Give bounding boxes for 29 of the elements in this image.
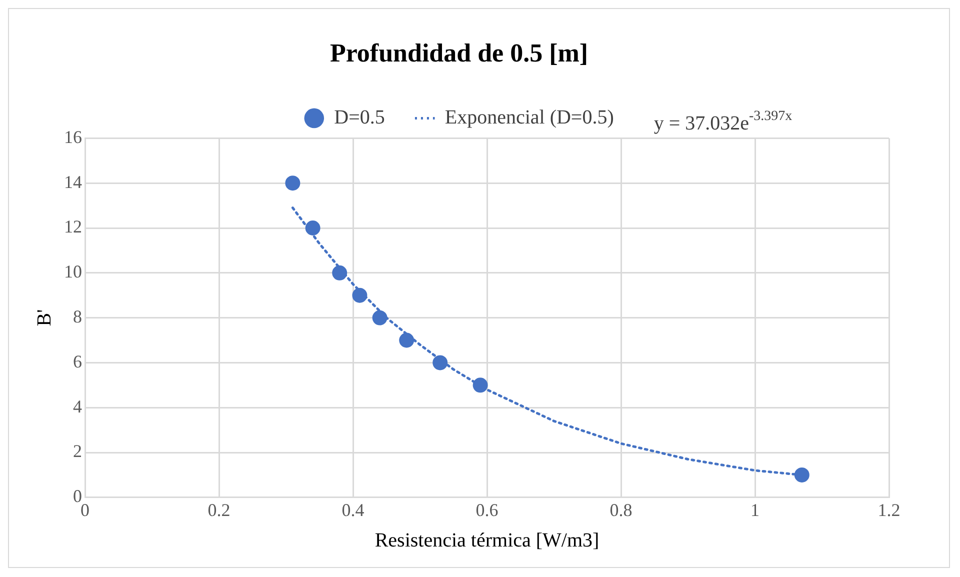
point: [372, 310, 388, 326]
y-tick-label: 2: [73, 441, 82, 462]
point: [305, 220, 320, 236]
y-axis-title: B': [33, 309, 56, 326]
x-tick-label: 0.8: [610, 500, 632, 520]
y-tick-label: 6: [73, 351, 82, 372]
legend-label: D=0.5: [334, 106, 385, 128]
y-tick-label: 10: [64, 262, 82, 282]
point: [432, 355, 448, 370]
x-tick-label: 0.6: [476, 500, 498, 520]
chart-title: Profundidad de 0.5 [m]: [330, 38, 588, 68]
y-tick-label: 14: [64, 172, 82, 192]
x-tick-label: 0.2: [208, 500, 230, 520]
point: [399, 332, 414, 348]
x-axis-title: Resistencia térmica [W/m3]: [374, 529, 600, 552]
y-tick-label: 8: [73, 306, 82, 327]
point: [332, 265, 348, 280]
y-tick-label: 4: [73, 396, 82, 416]
y-tick-label: 12: [64, 216, 82, 237]
y-tick-label: 0: [73, 486, 82, 506]
x-tick-label: 0.4: [342, 500, 364, 520]
y-tick-label: 16: [64, 126, 82, 147]
point: [472, 378, 488, 393]
point: [794, 467, 810, 482]
legend-label: Exponencial (D=0.5): [444, 106, 614, 128]
x-tick-label: 1: [750, 500, 760, 520]
point: [352, 288, 368, 303]
x-tick-label: 1.2: [878, 500, 900, 520]
point: [285, 176, 300, 191]
